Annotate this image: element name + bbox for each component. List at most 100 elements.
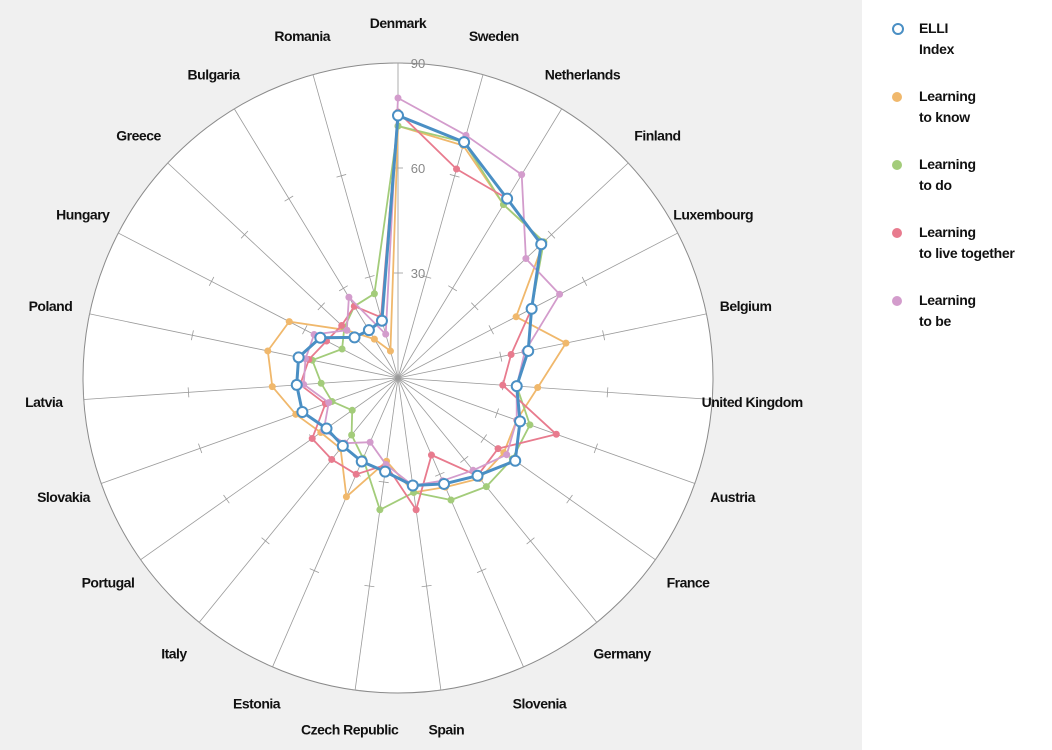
tick-mark bbox=[190, 330, 194, 341]
spoke bbox=[397, 377, 695, 484]
tick-mark bbox=[364, 584, 375, 588]
data-point bbox=[534, 384, 542, 392]
data-point bbox=[328, 455, 336, 463]
tick-mark bbox=[480, 434, 487, 443]
series-line bbox=[266, 125, 567, 498]
tick-mark bbox=[592, 618, 601, 626]
data-point bbox=[412, 506, 420, 514]
data-point bbox=[292, 351, 305, 364]
legend-item: Learning to know bbox=[884, 86, 1052, 154]
category-label: Denmark bbox=[370, 15, 427, 31]
data-point bbox=[406, 479, 419, 492]
data-point bbox=[438, 477, 451, 490]
tick-mark bbox=[267, 664, 278, 670]
legend-label: Learning to do bbox=[919, 156, 976, 193]
tick-mark bbox=[317, 302, 325, 311]
tick-mark bbox=[240, 230, 249, 239]
data-point bbox=[499, 381, 507, 389]
spoke bbox=[397, 162, 629, 379]
tick-mark bbox=[602, 330, 606, 341]
data-point bbox=[352, 470, 360, 478]
tick-mark bbox=[478, 72, 488, 77]
legend-item: ELLI Index bbox=[884, 18, 1052, 86]
category-label: United Kingdom bbox=[702, 394, 803, 410]
spoke bbox=[397, 377, 442, 691]
tick-mark bbox=[581, 276, 588, 287]
data-point bbox=[348, 431, 356, 439]
legend-item: Learning to live together bbox=[884, 222, 1052, 290]
tick-mark bbox=[488, 325, 494, 335]
spoke bbox=[83, 377, 399, 400]
data-point bbox=[320, 422, 333, 435]
tick-mark bbox=[198, 443, 203, 454]
spoke bbox=[198, 377, 399, 623]
data-point bbox=[535, 238, 548, 251]
data-point bbox=[562, 339, 570, 347]
tick-mark bbox=[350, 688, 361, 692]
data-point bbox=[501, 192, 514, 205]
tick-mark bbox=[82, 394, 85, 405]
data-point bbox=[370, 335, 378, 343]
data-point bbox=[376, 506, 384, 514]
tick-mark bbox=[547, 230, 556, 239]
data-point bbox=[338, 321, 346, 329]
tick-mark bbox=[137, 555, 144, 564]
data-point bbox=[392, 109, 404, 122]
data-point bbox=[290, 378, 303, 391]
data-point bbox=[518, 171, 526, 179]
data-point bbox=[345, 293, 353, 301]
category-label: Romania bbox=[274, 28, 330, 44]
legend-label: Learning to know bbox=[919, 88, 976, 125]
data-point bbox=[268, 383, 276, 391]
spoke bbox=[397, 377, 598, 623]
category-label: Latvia bbox=[25, 394, 63, 410]
tick-label: 30 bbox=[411, 266, 425, 281]
data-point bbox=[552, 430, 560, 438]
tick-mark bbox=[460, 455, 469, 463]
data-point bbox=[314, 331, 327, 344]
tick-mark bbox=[711, 394, 714, 405]
data-point bbox=[264, 347, 272, 355]
spoke bbox=[397, 377, 524, 668]
tick-mark bbox=[705, 308, 708, 319]
spoke bbox=[354, 377, 399, 691]
data-point bbox=[336, 439, 349, 452]
tick-mark bbox=[378, 480, 389, 484]
legend-label: ELLI Index bbox=[919, 20, 955, 57]
data-point bbox=[317, 379, 325, 387]
legend-label: Learning to live together bbox=[919, 224, 1015, 261]
legend-marker bbox=[892, 23, 904, 35]
data-point bbox=[308, 435, 316, 443]
spoke bbox=[89, 313, 399, 379]
data-point bbox=[494, 445, 502, 453]
data-point bbox=[514, 415, 527, 428]
data-point bbox=[379, 465, 392, 478]
data-point bbox=[522, 255, 530, 263]
tick-mark bbox=[435, 688, 446, 692]
tick-mark bbox=[261, 537, 270, 545]
category-label: Greece bbox=[116, 128, 161, 144]
data-point bbox=[296, 405, 309, 418]
category-label: France bbox=[667, 575, 711, 591]
category-label: Spain bbox=[429, 722, 465, 738]
legend-marker bbox=[892, 296, 902, 306]
category-label: Slovenia bbox=[513, 696, 567, 712]
tick-mark bbox=[518, 664, 529, 670]
category-label: Netherlands bbox=[545, 67, 621, 83]
legend: ELLI Index Learning to know Learning to do Lea… bbox=[884, 18, 1052, 358]
tick-mark bbox=[557, 105, 567, 112]
spoke bbox=[101, 377, 399, 484]
spoke bbox=[397, 377, 713, 400]
category-label: Sweden bbox=[469, 28, 519, 44]
data-point bbox=[362, 324, 375, 337]
tick-mark bbox=[336, 174, 347, 178]
category-label: Belgium bbox=[720, 298, 772, 314]
category-label: Portugal bbox=[82, 575, 135, 591]
data-point bbox=[556, 290, 564, 298]
legend-item: Learning to be bbox=[884, 290, 1052, 358]
tick-mark bbox=[308, 72, 318, 77]
tick-mark bbox=[284, 195, 294, 202]
data-point bbox=[338, 345, 346, 353]
tick-mark bbox=[435, 471, 445, 477]
category-label: Italy bbox=[161, 645, 187, 661]
